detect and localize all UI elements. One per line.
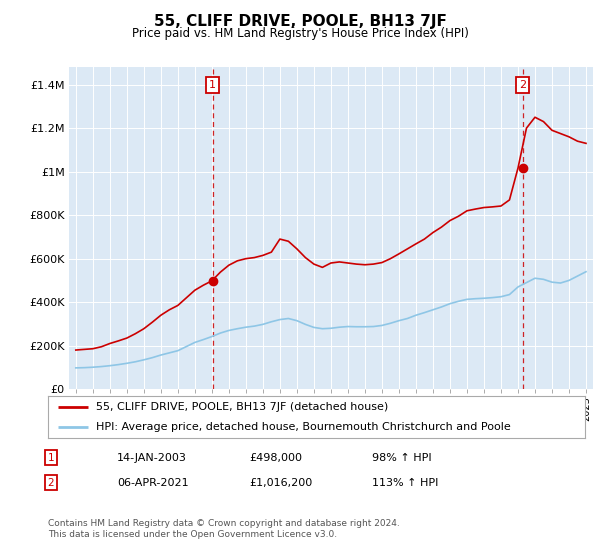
Text: 2: 2	[47, 478, 55, 488]
Text: 1: 1	[209, 80, 216, 90]
Text: Price paid vs. HM Land Registry's House Price Index (HPI): Price paid vs. HM Land Registry's House …	[131, 27, 469, 40]
Text: 14-JAN-2003: 14-JAN-2003	[117, 452, 187, 463]
Text: 113% ↑ HPI: 113% ↑ HPI	[372, 478, 439, 488]
Text: 06-APR-2021: 06-APR-2021	[117, 478, 188, 488]
Text: 2: 2	[519, 80, 526, 90]
Text: Contains HM Land Registry data © Crown copyright and database right 2024.
This d: Contains HM Land Registry data © Crown c…	[48, 519, 400, 539]
Text: £498,000: £498,000	[249, 452, 302, 463]
Text: 1: 1	[47, 452, 55, 463]
Text: 55, CLIFF DRIVE, POOLE, BH13 7JF: 55, CLIFF DRIVE, POOLE, BH13 7JF	[154, 14, 446, 29]
Text: £1,016,200: £1,016,200	[249, 478, 312, 488]
Text: 98% ↑ HPI: 98% ↑ HPI	[372, 452, 431, 463]
Text: 55, CLIFF DRIVE, POOLE, BH13 7JF (detached house): 55, CLIFF DRIVE, POOLE, BH13 7JF (detach…	[97, 402, 389, 412]
Text: HPI: Average price, detached house, Bournemouth Christchurch and Poole: HPI: Average price, detached house, Bour…	[97, 422, 511, 432]
